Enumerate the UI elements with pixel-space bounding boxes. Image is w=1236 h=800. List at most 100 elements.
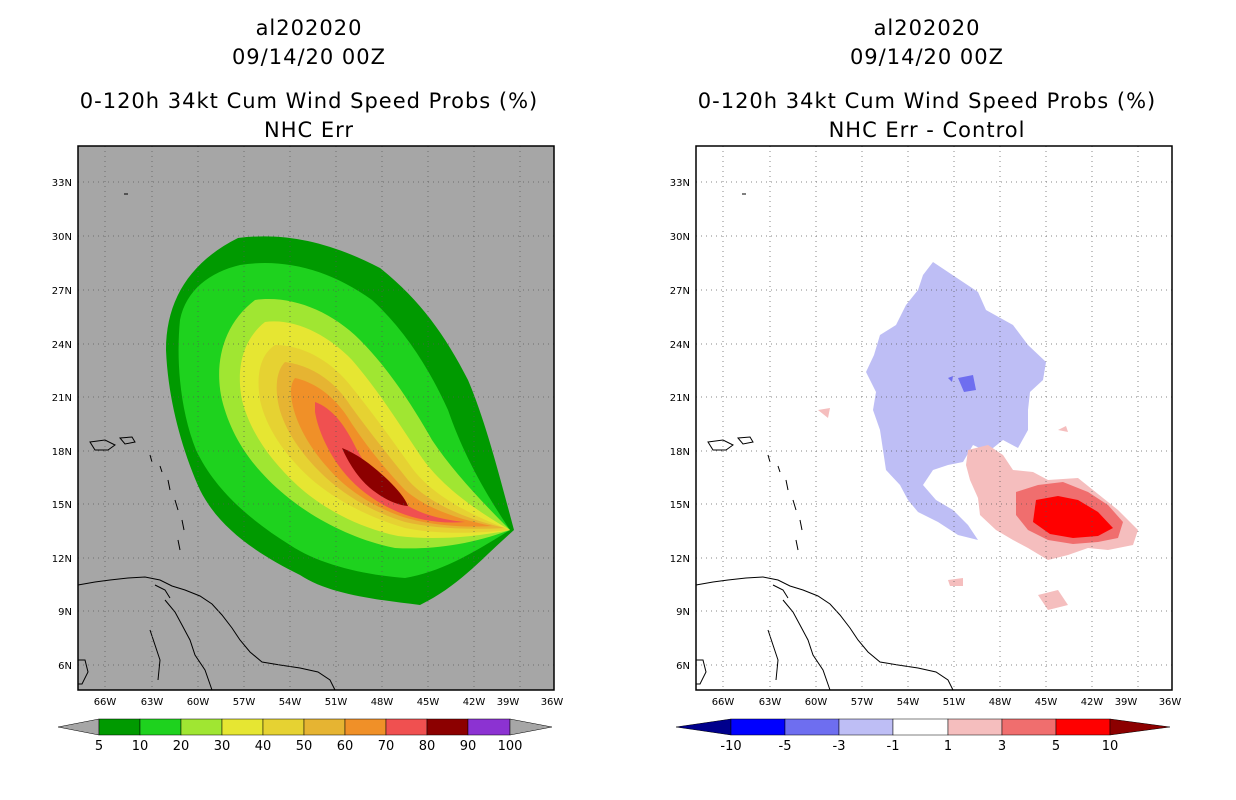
contour-60 <box>291 378 492 527</box>
map-frame <box>77 145 555 691</box>
colorbar-left: 5 10 20 30 40 50 60 70 80 90 100 <box>57 718 553 754</box>
colorbar-label: 10 <box>1102 739 1119 754</box>
lon-label: 48W <box>371 697 394 708</box>
colorbar-label: 100 <box>498 739 523 754</box>
lon-label: 51W <box>325 697 348 708</box>
datetime-title: 09/14/20 00Z <box>231 45 387 69</box>
lon-label: 66W <box>94 697 117 708</box>
grid-lines <box>78 146 554 690</box>
colorbar-box <box>303 718 346 736</box>
lat-label: 15N <box>670 500 690 511</box>
lon-label: 36W <box>541 697 564 708</box>
colorbar-under-arrow <box>57 718 100 736</box>
colorbar-label: 50 <box>296 739 313 754</box>
contour-minus-3b <box>948 376 953 382</box>
lon-label: 63W <box>759 697 782 708</box>
lon-label: 48W <box>989 697 1012 708</box>
coastlines <box>695 193 954 691</box>
colorbar-box <box>98 718 141 736</box>
contour-plus-1b <box>1058 426 1068 432</box>
colorbar-box <box>426 718 469 736</box>
colorbar-label: 5 <box>95 739 103 754</box>
colorbar-box <box>892 718 949 736</box>
map-figure-left: 33N 30N 27N 24N 21N 18N 15N 12N 9N 6N 66… <box>52 145 564 754</box>
lon-label: 51W <box>943 697 966 708</box>
lon-label: 60W <box>187 697 210 708</box>
lat-label: 33N <box>670 178 690 189</box>
lat-label: 30N <box>670 232 690 243</box>
contour-minus-1 <box>866 262 1046 540</box>
colorbar-label: 90 <box>460 739 477 754</box>
contour-plus-1c <box>818 408 830 418</box>
colorbar-label: 70 <box>378 739 395 754</box>
panel-nhc-err: al202020 09/14/20 00Z 0-120h 34kt Cum Wi… <box>52 16 564 754</box>
lat-axis: 33N 30N 27N 24N 21N 18N 15N 12N 9N 6N <box>52 178 72 672</box>
contour-plus-1d <box>948 578 963 586</box>
lon-label: 60W <box>805 697 828 708</box>
colorbar-over-arrow <box>1109 718 1171 736</box>
lon-label: 39W <box>497 697 520 708</box>
datetime-title: 09/14/20 00Z <box>849 45 1005 69</box>
map-figure-right: 33N 30N 27N 24N 21N 18N 15N 12N 9N 6N 66… <box>670 145 1182 754</box>
colorbar-label: 20 <box>173 739 190 754</box>
lat-label: 27N <box>52 286 72 297</box>
lon-label: 36W <box>1159 697 1182 708</box>
lat-label: 24N <box>52 340 72 351</box>
colorbar-label: -3 <box>833 739 846 754</box>
grid-lines <box>696 146 1172 690</box>
colorbar-box <box>344 718 387 736</box>
colorbar-label: -5 <box>779 739 792 754</box>
colorbar-over-arrow <box>509 718 553 736</box>
colorbar-under-arrow <box>675 718 732 736</box>
colorbar-box <box>139 718 182 736</box>
lat-label: 27N <box>670 286 690 297</box>
lat-label: 33N <box>52 178 72 189</box>
lon-axis: 66W 63W 60W 57W 54W 51W 48W 45W 42W 39W … <box>712 697 1182 708</box>
lat-label: 24N <box>670 340 690 351</box>
lat-axis: 33N 30N 27N 24N 21N 18N 15N 12N 9N 6N <box>670 178 690 672</box>
colorbar-label: 30 <box>214 739 231 754</box>
lat-label: 15N <box>52 500 72 511</box>
lat-label: 9N <box>676 607 690 618</box>
subtitle: NHC Err <box>263 118 354 142</box>
colorbar-box <box>1001 718 1057 736</box>
colorbar-box <box>838 718 894 736</box>
lon-label: 54W <box>279 697 302 708</box>
colorbar-label: 3 <box>998 739 1006 754</box>
lon-label: 66W <box>712 697 735 708</box>
lon-label: 57W <box>851 697 874 708</box>
lon-label: 45W <box>417 697 440 708</box>
contour-minus-3 <box>958 375 976 392</box>
product-title: 0-120h 34kt Cum Wind Speed Probs (%) <box>79 89 539 113</box>
lon-label: 42W <box>1081 697 1104 708</box>
lat-label: 12N <box>670 554 690 565</box>
colorbar-label: -1 <box>887 739 900 754</box>
colorbar-box <box>180 718 223 736</box>
contour-80 <box>342 448 408 506</box>
lat-label: 6N <box>58 661 72 672</box>
colorbar-right: -10 -5 -3 -1 1 3 5 10 <box>675 718 1171 754</box>
lat-label: 21N <box>52 393 72 404</box>
lon-label: 63W <box>141 697 164 708</box>
lat-label: 9N <box>58 607 72 618</box>
lon-label: 45W <box>1035 697 1058 708</box>
map-frame <box>695 145 1173 691</box>
colorbar-box <box>262 718 305 736</box>
lat-label: 30N <box>52 232 72 243</box>
lon-label: 39W <box>1115 697 1138 708</box>
lon-label: 54W <box>897 697 920 708</box>
colorbar-box <box>784 718 840 736</box>
colorbar-label: 5 <box>1052 739 1060 754</box>
lat-label: 18N <box>52 447 72 458</box>
difference-contours <box>818 262 1138 610</box>
colorbar-box <box>947 718 1003 736</box>
probability-contours <box>166 236 514 605</box>
product-title: 0-120h 34kt Cum Wind Speed Probs (%) <box>697 89 1157 113</box>
lon-label: 57W <box>233 697 256 708</box>
colorbar-box <box>1055 718 1111 736</box>
contour-plus-5 <box>1033 496 1113 538</box>
subtitle: NHC Err - Control <box>828 118 1026 142</box>
colorbar-label: 60 <box>337 739 354 754</box>
colorbar-label: 1 <box>944 739 952 754</box>
colorbar-box <box>221 718 264 736</box>
